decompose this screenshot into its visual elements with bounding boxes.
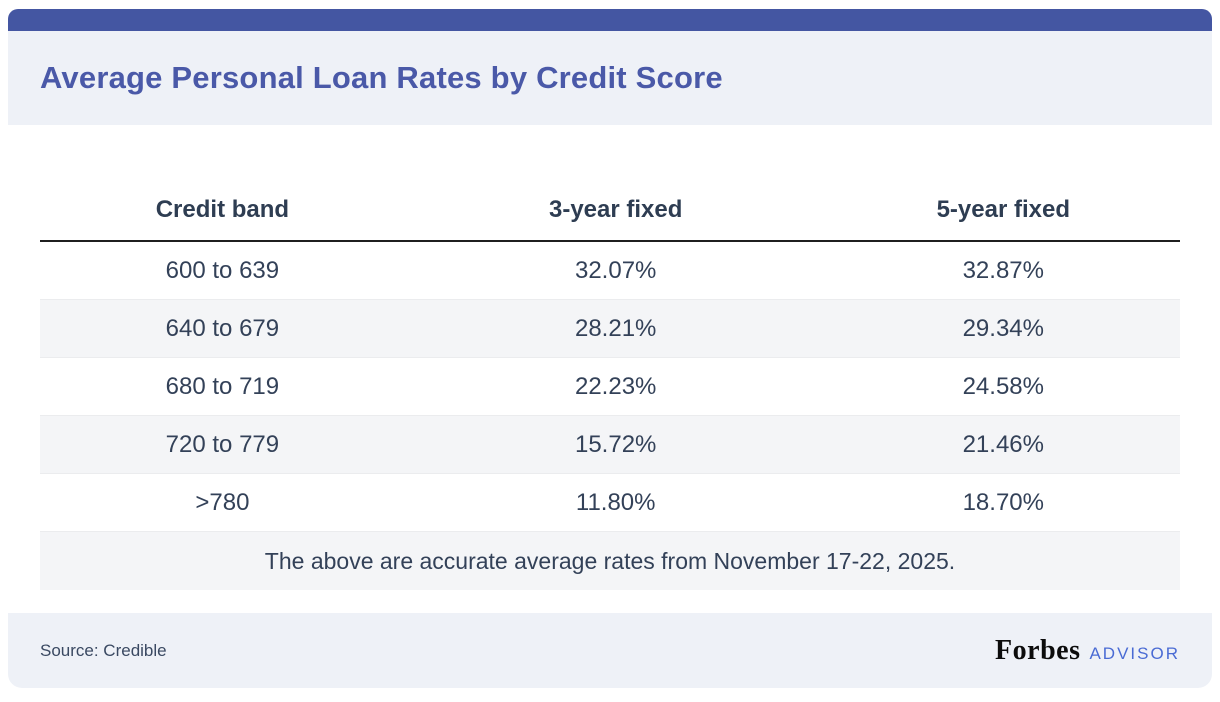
loan-rates-table: Credit band 3-year fixed 5-year fixed 60…	[40, 180, 1180, 590]
table-row: 600 to 639 32.07% 32.87%	[40, 242, 1180, 300]
page-title: Average Personal Loan Rates by Credit Sc…	[40, 60, 723, 95]
cell-3-year-rate: 15.72%	[574, 430, 657, 458]
cell-5-year-rate: 29.34%	[962, 314, 1044, 342]
table-row: >780 11.80% 18.70%	[40, 474, 1180, 532]
cell-credit-band: 680 to 719	[165, 372, 280, 400]
cell-credit-band: 640 to 679	[165, 314, 280, 342]
column-header-3-year-fixed: 3-year fixed	[548, 196, 683, 223]
cell-5-year-rate: 21.46%	[962, 430, 1044, 458]
forbes-wordmark: Forbes	[995, 634, 1081, 666]
table-row: 720 to 779 15.72% 21.46%	[40, 416, 1180, 474]
cell-3-year-rate: 32.07%	[574, 256, 657, 284]
card-body: Credit band 3-year fixed 5-year fixed 60…	[8, 125, 1212, 613]
card-footer: Source: Credible Forbes ADVISOR	[8, 613, 1212, 688]
cell-credit-band: 600 to 639	[165, 256, 280, 284]
source-label: Source: Credible	[40, 640, 167, 660]
advisor-wordmark: ADVISOR	[1089, 643, 1180, 663]
infographic-card: Average Personal Loan Rates by Credit Sc…	[8, 31, 1212, 688]
cell-5-year-rate: 32.87%	[962, 256, 1044, 284]
table-footnote: The above are accurate average rates fro…	[40, 532, 1180, 590]
card-header: Average Personal Loan Rates by Credit Sc…	[8, 31, 1212, 125]
column-header-5-year-fixed: 5-year fixed	[936, 196, 1070, 223]
cell-credit-band: 720 to 779	[165, 430, 280, 458]
column-header-credit-band: Credit band	[155, 196, 290, 223]
cell-3-year-rate: 22.23%	[574, 372, 657, 400]
forbes-advisor-logo: Forbes ADVISOR	[995, 635, 1180, 667]
cell-credit-band: >780	[195, 488, 250, 516]
cell-3-year-rate: 11.80%	[575, 488, 656, 516]
cell-3-year-rate: 28.21%	[574, 314, 657, 342]
cell-5-year-rate: 24.58%	[962, 372, 1044, 400]
table-header-row: Credit band 3-year fixed 5-year fixed	[40, 180, 1180, 242]
table-row: 680 to 719 22.23% 24.58%	[40, 358, 1180, 416]
table-row: 640 to 679 28.21% 29.34%	[40, 300, 1180, 358]
cell-5-year-rate: 18.70%	[962, 488, 1044, 516]
